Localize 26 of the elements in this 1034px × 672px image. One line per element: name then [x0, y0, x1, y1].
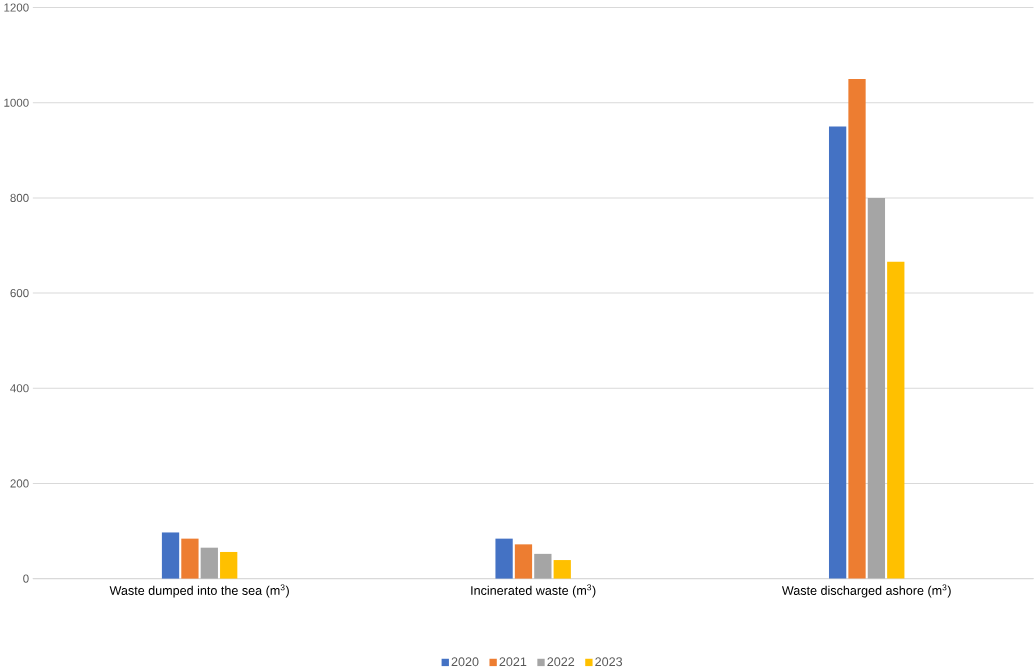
legend-label: 2022	[547, 657, 575, 667]
legend-label: 2023	[595, 657, 623, 667]
bar	[553, 560, 571, 579]
bar	[514, 544, 533, 579]
bar	[181, 538, 199, 579]
y-tick-label: 1000	[4, 98, 29, 107]
bar	[161, 532, 180, 579]
bar	[828, 126, 847, 579]
bar	[534, 553, 552, 579]
x-tick-label: Waste dumped into the sea (m$^{3}$)	[109, 584, 289, 598]
y-tick-label: 1200	[4, 3, 29, 12]
bar	[495, 538, 513, 579]
y-tick-label: 600	[10, 289, 29, 298]
bar	[848, 79, 866, 579]
legend-label: 2020	[451, 657, 479, 667]
bar	[867, 198, 886, 579]
bar	[887, 261, 905, 579]
y-tick-label: 0	[23, 574, 29, 583]
bar	[200, 547, 218, 579]
legend-label: 2021	[499, 657, 527, 667]
bar	[220, 552, 238, 579]
y-tick-label: 800	[10, 193, 29, 203]
y-tick-label: 200	[10, 479, 29, 488]
y-tick-label: 400	[10, 384, 29, 393]
x-tick-label: Incinerated waste (m$^{3}$)	[471, 584, 596, 598]
x-tick-label: Waste discharged ashore (m$^{3}$)	[781, 584, 951, 598]
